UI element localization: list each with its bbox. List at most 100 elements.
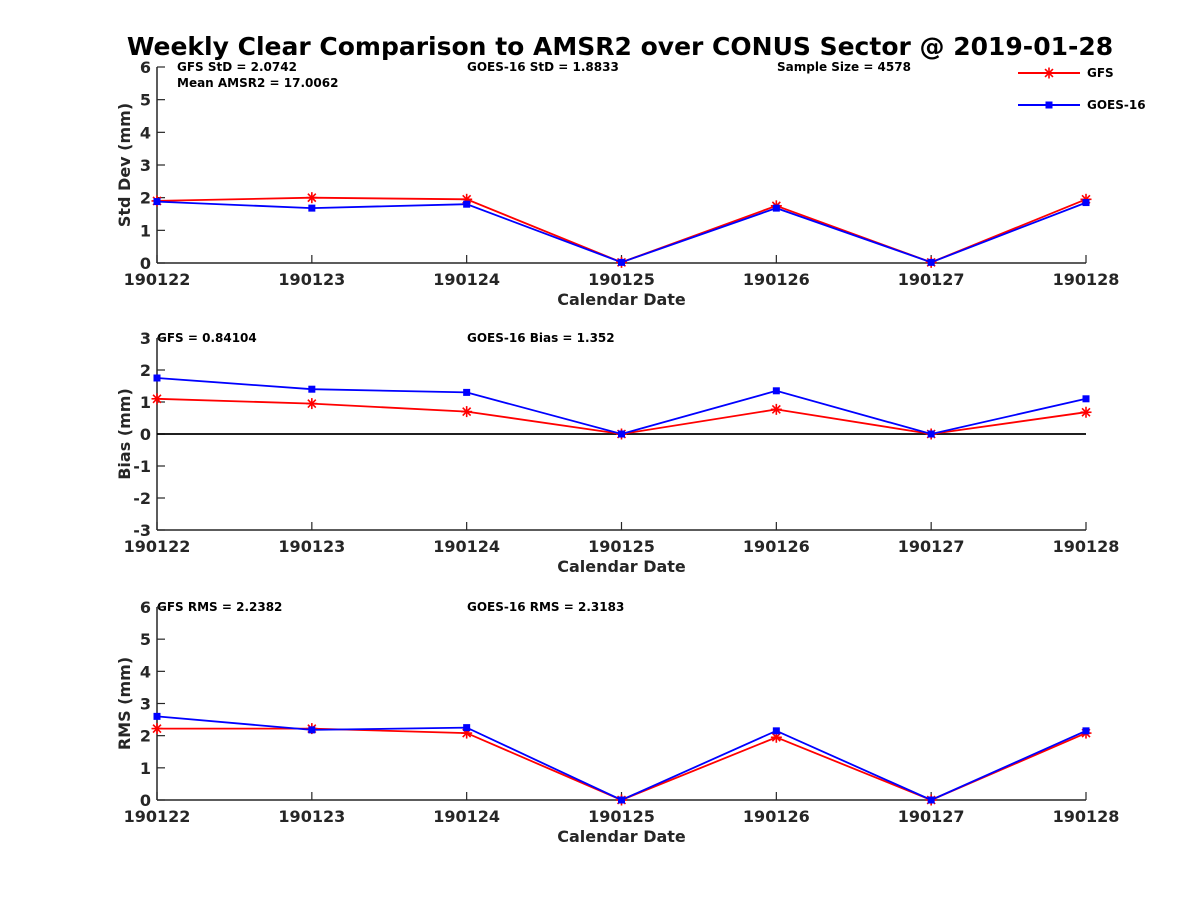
data-point-goes16 <box>308 204 316 212</box>
x-axis-label: Calendar Date <box>557 290 686 309</box>
series-line-gfs <box>157 727 1087 801</box>
annotation-gfs-std: GFS StD = 2.0742 <box>177 60 297 74</box>
y-tick-label: 2 <box>140 189 151 208</box>
y-tick-label: 0 <box>140 425 151 444</box>
annotation-goes16-bias: GOES-16 Bias = 1.352 <box>467 331 615 345</box>
x-tick-label: 190125 <box>588 270 655 289</box>
y-tick-label: 3 <box>140 329 151 348</box>
data-point-goes16 <box>308 385 316 393</box>
data-point-goes16 <box>1082 199 1090 207</box>
data-point-goes16 <box>772 204 780 212</box>
annotation-sample-size: Sample Size = 4578 <box>777 60 911 74</box>
y-axis-label: Bias (mm) <box>115 388 134 480</box>
figure-title: Weekly Clear Comparison to AMSR2 over CO… <box>127 32 1113 61</box>
annotation-gfs-rms: GFS RMS = 2.2382 <box>157 600 282 614</box>
y-tick-label: 1 <box>140 221 151 240</box>
data-point-goes16 <box>463 388 471 396</box>
legend-label-gfs: GFS <box>1087 66 1114 80</box>
x-tick-label: 190123 <box>278 270 345 289</box>
legend-marker <box>1045 101 1053 109</box>
x-tick-label: 190125 <box>588 807 655 826</box>
data-point-gfs <box>306 398 318 410</box>
x-tick-label: 190127 <box>898 537 965 556</box>
std-dev-panel: GFS StD = 2.0742 Mean AMSR2 = 17.0062 GO… <box>115 58 1119 309</box>
data-point-goes16 <box>772 727 780 735</box>
x-tick-label: 190128 <box>1053 807 1120 826</box>
data-point-goes16 <box>618 258 625 266</box>
x-tick-label: 190124 <box>433 807 500 826</box>
data-point-goes16 <box>618 430 625 438</box>
rms-panel: GFS RMS = 2.2382 GOES-16 RMS = 2.3183 01… <box>115 598 1119 846</box>
data-point-goes16 <box>927 796 935 804</box>
x-tick-label: 190126 <box>743 807 810 826</box>
x-axis-label: Calendar Date <box>557 827 686 846</box>
x-tick-label: 190124 <box>433 270 500 289</box>
data-point-gfs <box>770 403 782 415</box>
x-axis-label: Calendar Date <box>557 557 686 576</box>
data-point-goes16 <box>308 726 316 734</box>
y-axis-label: Std Dev (mm) <box>115 103 134 227</box>
data-point-goes16 <box>463 200 471 208</box>
x-tick-label: 190123 <box>278 807 345 826</box>
y-tick-label: -2 <box>133 489 151 508</box>
x-tick-label: 190122 <box>124 537 191 556</box>
data-point-goes16 <box>463 724 471 732</box>
y-axis-label: RMS (mm) <box>115 657 134 750</box>
data-point-goes16 <box>153 712 161 720</box>
x-tick-label: 190125 <box>588 537 655 556</box>
data-point-goes16 <box>772 387 780 395</box>
x-tick-label: 190128 <box>1053 270 1120 289</box>
annotation-goes16-std: GOES-16 StD = 1.8833 <box>467 60 619 74</box>
x-tick-label: 190124 <box>433 537 500 556</box>
y-tick-label: 3 <box>140 695 151 714</box>
series-line-goes16 <box>156 715 1087 801</box>
legend-label-goes16: GOES-16 <box>1087 98 1146 112</box>
series-line-goes16 <box>156 377 1087 435</box>
y-tick-label: 6 <box>140 58 151 77</box>
data-point-goes16 <box>927 258 935 266</box>
y-tick-label: -1 <box>133 457 151 476</box>
annotation-mean-amsr2: Mean AMSR2 = 17.0062 <box>177 76 338 90</box>
data-point-gfs <box>1080 406 1092 418</box>
y-tick-label: 0 <box>140 254 151 273</box>
legend-marker-gfs <box>1043 67 1055 79</box>
legend-marker-goes16 <box>1045 101 1053 109</box>
bias-panel: GFS = 0.84104 GOES-16 Bias = 1.352 -3 -2 -… <box>115 329 1119 576</box>
y-tick-label: 4 <box>140 662 151 681</box>
y-tick-label: 2 <box>140 727 151 746</box>
x-tick-label: 190123 <box>278 537 345 556</box>
y-tick-label: 3 <box>140 156 151 175</box>
data-point-goes16 <box>927 430 935 438</box>
x-tick-label: 190126 <box>743 537 810 556</box>
annotation-goes16-rms: GOES-16 RMS = 2.3183 <box>467 600 624 614</box>
x-tick-label: 190126 <box>743 270 810 289</box>
y-tick-label: 6 <box>140 598 151 617</box>
y-tick-label: 1 <box>140 393 151 412</box>
y-tick-label: 5 <box>140 91 151 110</box>
data-point-gfs <box>461 406 473 418</box>
x-tick-label: 190127 <box>898 270 965 289</box>
y-tick-label: 0 <box>140 791 151 810</box>
y-tick-label: -3 <box>133 521 151 540</box>
y-tick-label: 4 <box>140 123 151 142</box>
data-point-goes16 <box>153 198 161 206</box>
x-tick-label: 190122 <box>124 807 191 826</box>
data-point-gfs <box>306 192 318 204</box>
y-tick-label: 1 <box>140 759 151 778</box>
series-line-goes16 <box>156 200 1087 264</box>
legend: GFS GOES-16 <box>1018 66 1146 112</box>
x-tick-label: 190127 <box>898 807 965 826</box>
data-point-goes16 <box>1082 727 1090 735</box>
legend-marker <box>1043 67 1055 79</box>
y-tick-label: 2 <box>140 361 151 380</box>
data-point-goes16 <box>153 374 161 382</box>
x-tick-label: 190122 <box>124 270 191 289</box>
x-tick-label: 190128 <box>1053 537 1120 556</box>
data-point-goes16 <box>618 796 625 804</box>
data-point-gfs <box>151 393 163 405</box>
y-tick-label: 5 <box>140 630 151 649</box>
data-point-gfs <box>151 723 163 735</box>
annotation-gfs-bias: GFS = 0.84104 <box>157 331 257 345</box>
data-point-goes16 <box>1082 395 1090 403</box>
